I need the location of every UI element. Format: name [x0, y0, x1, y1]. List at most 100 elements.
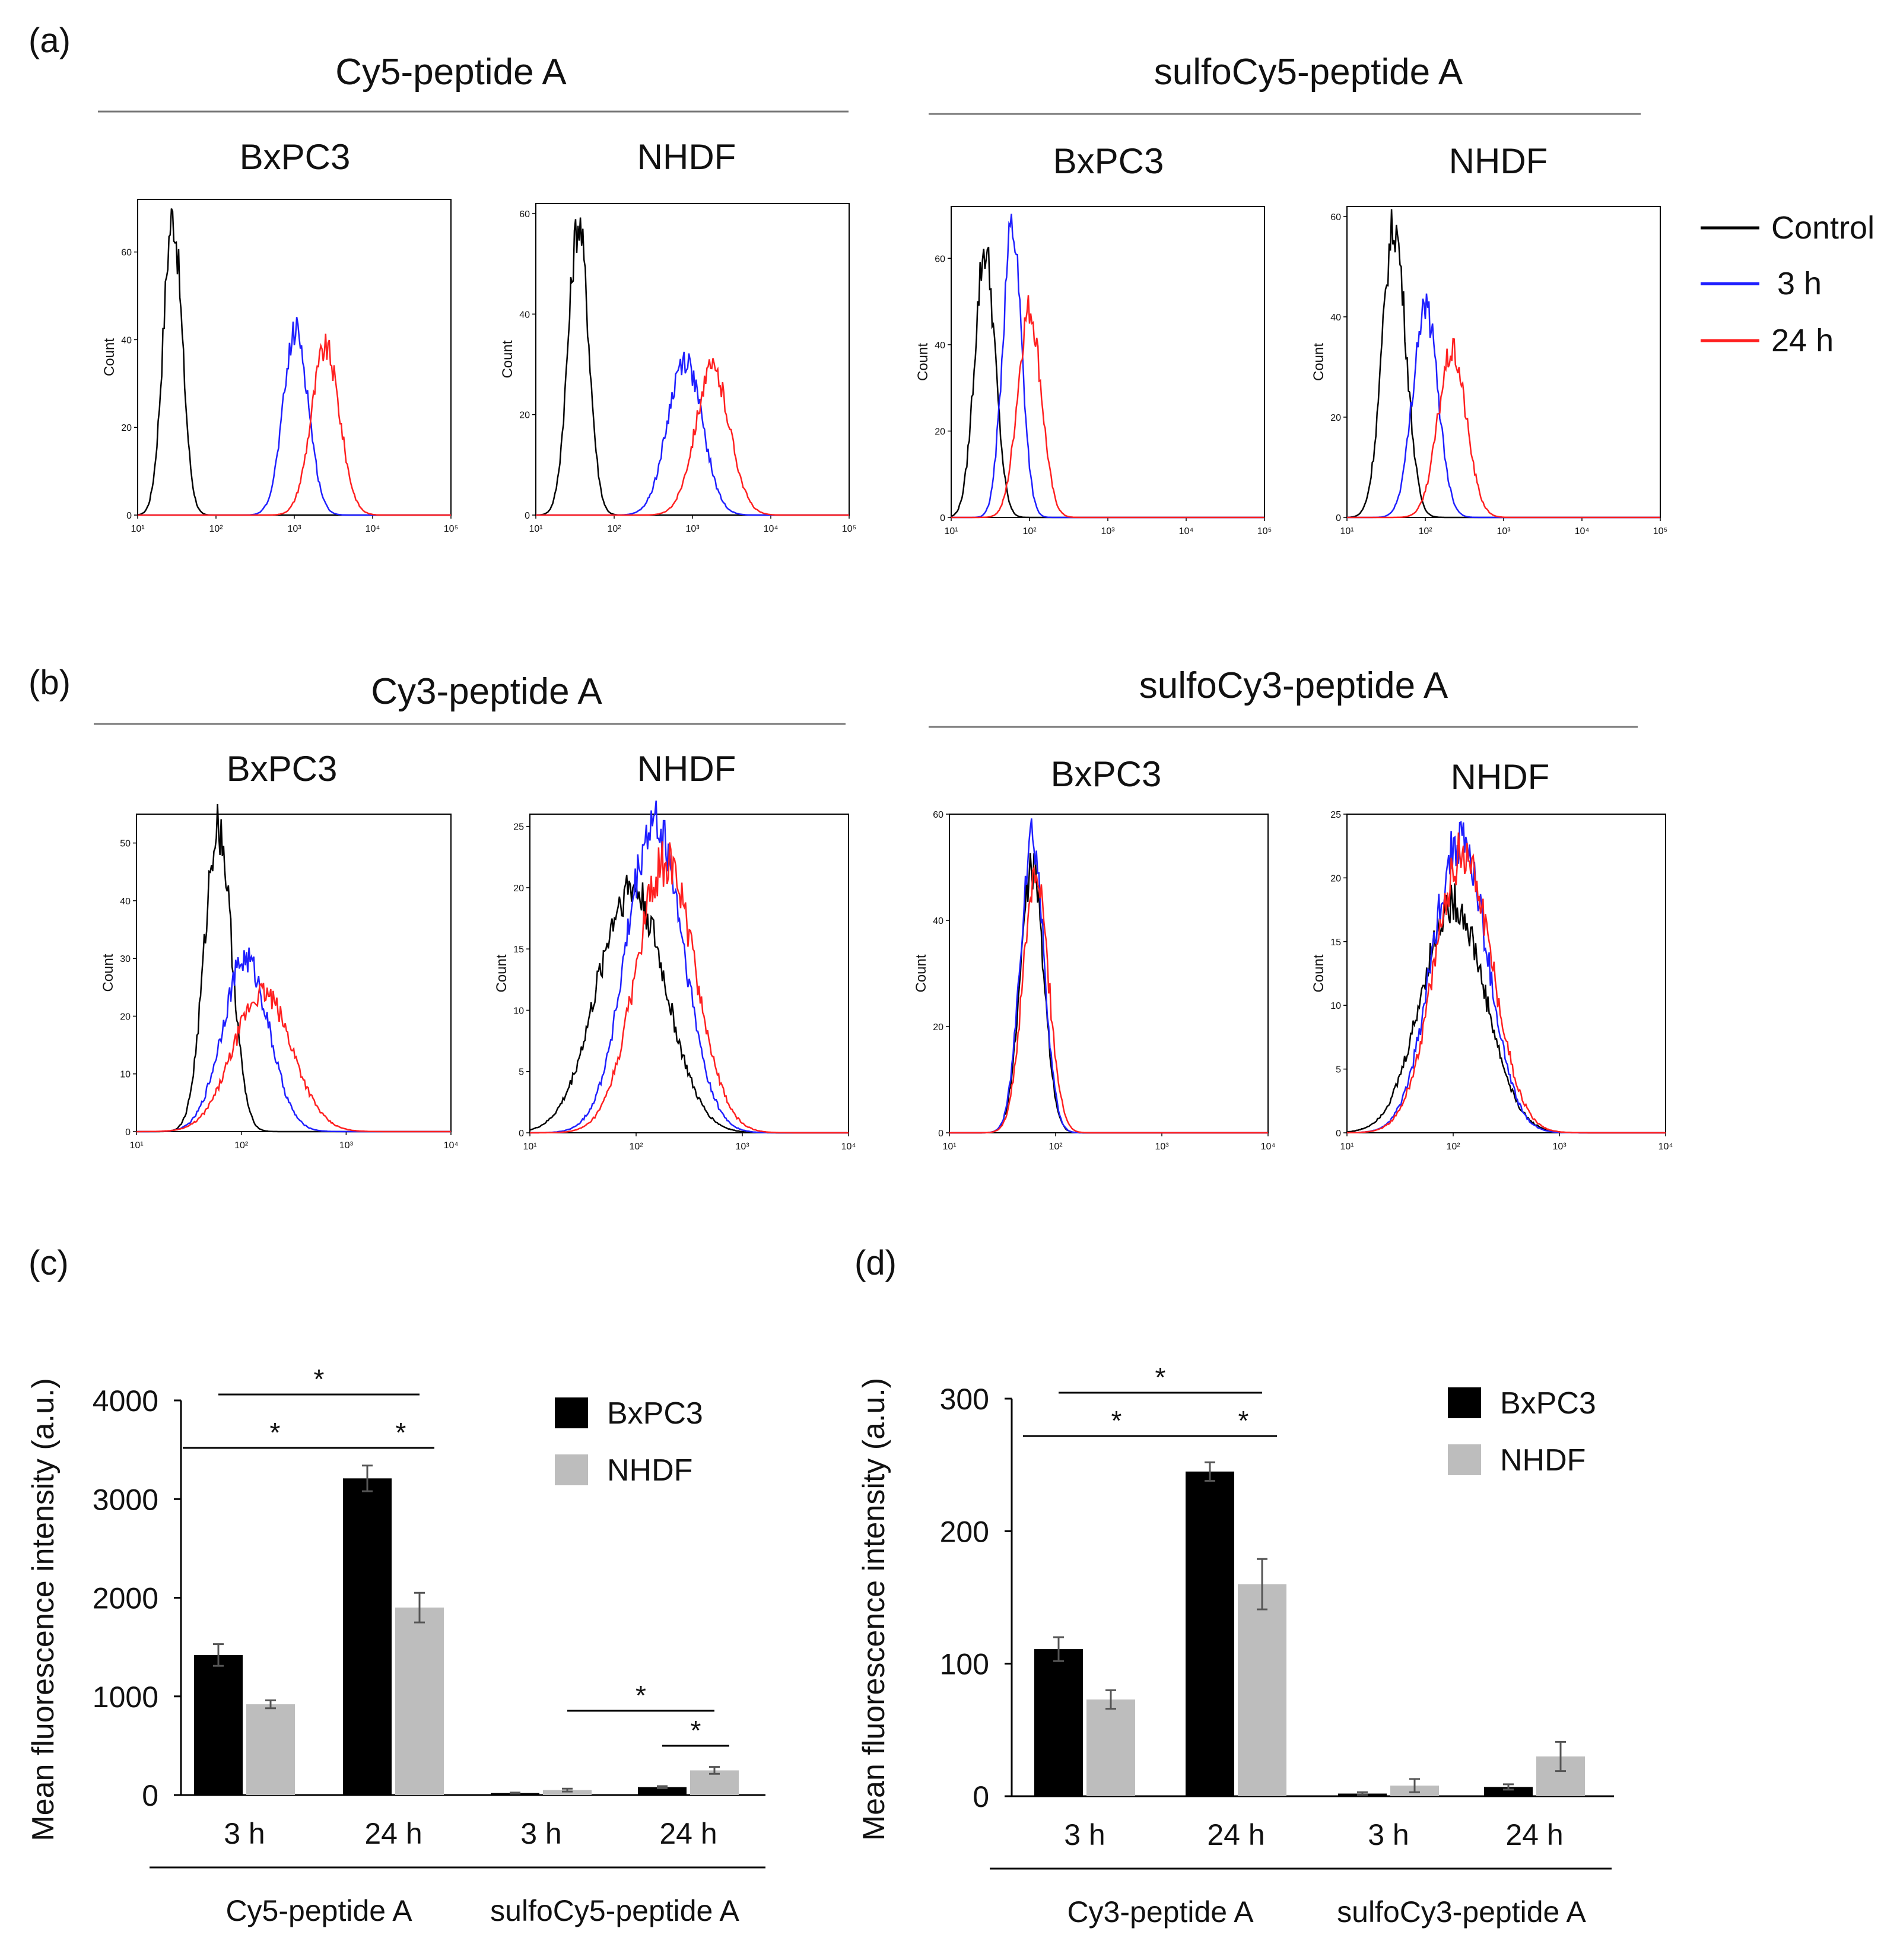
plot-frame	[951, 206, 1265, 518]
y-tick-label: 0	[973, 1780, 989, 1813]
significance-marker: *	[396, 1417, 406, 1448]
y-tick-label: 20	[120, 1012, 131, 1022]
y-axis-label: Count	[1311, 954, 1327, 992]
group-title-b-left: Cy3-peptide A	[371, 671, 602, 712]
plot-frame	[535, 203, 850, 516]
bar-nhdf	[1238, 1584, 1286, 1796]
series-control	[529, 875, 849, 1134]
x-tick-label: 10⁴	[841, 1142, 856, 1152]
category-label: 3 h	[1368, 1818, 1409, 1851]
series-3h	[530, 800, 849, 1134]
series-control	[1346, 883, 1666, 1134]
y-tick-label: 1000	[93, 1681, 158, 1714]
x-tick-label: 10³	[1552, 1142, 1567, 1152]
y-tick-label: 60	[121, 248, 132, 258]
x-tick-label: 10⁴	[1179, 526, 1194, 536]
series-3h	[536, 351, 849, 516]
bar-bxpc3	[638, 1787, 687, 1795]
y-tick-label: 25	[513, 822, 524, 833]
significance-marker: *	[314, 1364, 325, 1394]
plot-frame	[1346, 206, 1661, 518]
hist-title-a2: NHDF	[637, 137, 736, 177]
y-tick-label: 0	[525, 511, 530, 521]
y-axis-label: Mean fluorescence intensity (a.u.)	[857, 1378, 891, 1841]
histogram-b1: 0 10 20 30 40 50 10¹ 10² 10³ 10⁴ Count	[100, 803, 459, 1151]
bar-nhdf	[1086, 1699, 1135, 1796]
y-axis-label: Count	[101, 338, 117, 376]
significance-marker: *	[1238, 1405, 1249, 1436]
histogram-b4: 0 5 10 15 20 25 10¹ 10² 10³ 10⁴ Count	[1311, 810, 1673, 1152]
x-tick-label: 10⁴	[366, 524, 380, 534]
category-label: 24 h	[659, 1817, 717, 1850]
histogram-panels: 0 20 40 60 10¹ 10² 10³ 10⁴ 10⁵ Count 0 20 40 60 10¹ 10²…	[100, 199, 1673, 1152]
y-tick-label: 0	[126, 511, 132, 521]
y-tick-label: 20	[513, 884, 524, 894]
y-tick-label: 0	[1336, 513, 1341, 523]
x-tick-label: 10²	[1446, 1142, 1460, 1152]
histogram-legend: Control 3 h 24 h	[1701, 210, 1874, 358]
x-tick-label: 10⁴	[764, 524, 779, 534]
bar-chart-d: 0 100 200 300 Mean fluorescence intensity (a…	[857, 1362, 1614, 1929]
y-axis-label: Count	[913, 954, 929, 992]
x-tick-label: 10⁴	[1575, 526, 1590, 536]
y-tick-label: 40	[120, 897, 131, 907]
series-control	[137, 208, 451, 516]
x-tick-label: 10⁵	[444, 524, 458, 534]
y-tick-label: 40	[1330, 313, 1341, 323]
hist-title-a1: BxPC3	[240, 137, 351, 177]
x-tick-label: 10²	[209, 524, 223, 534]
legend-swatch-nhdf	[555, 1454, 588, 1485]
y-axis-label: Count	[500, 340, 516, 378]
x-tick-label: 10³	[1155, 1142, 1169, 1152]
series-24h	[138, 333, 451, 516]
y-tick-label: 10	[120, 1070, 131, 1080]
y-tick-label: 10	[1330, 1001, 1341, 1011]
significance-marker: *	[270, 1417, 281, 1448]
y-tick-label: 100	[940, 1648, 989, 1681]
y-tick-label: 5	[519, 1068, 524, 1078]
panel-label-b: (b)	[28, 663, 71, 702]
series-24h	[136, 982, 451, 1133]
histogram-a1: 0 20 40 60 10¹ 10² 10³ 10⁴ 10⁵ Count	[101, 199, 458, 534]
x-tick-label: 10²	[1418, 526, 1432, 536]
y-tick-label: 10	[513, 1006, 524, 1016]
series-control	[1347, 209, 1660, 519]
y-tick-label: 20	[1330, 413, 1341, 423]
x-tick-label: 10⁴	[1658, 1142, 1673, 1152]
histogram-a4: 0 20 40 60 10¹ 10² 10³ 10⁴ 10⁵ Count	[1311, 206, 1667, 536]
series-3h	[949, 818, 1268, 1134]
y-tick-label: 0	[938, 1129, 943, 1139]
bar-nhdf	[395, 1608, 444, 1795]
y-axis-label: Count	[915, 343, 931, 381]
plot-frame	[1346, 814, 1666, 1133]
x-tick-label: 10³	[1101, 526, 1115, 536]
y-tick-label: 0	[940, 513, 945, 523]
legend-label-bxpc3: BxPC3	[1500, 1386, 1596, 1421]
bar-bxpc3	[1034, 1649, 1083, 1796]
legend-swatch-nhdf	[1448, 1444, 1481, 1475]
bar-bxpc3	[343, 1478, 392, 1795]
y-tick-label: 300	[940, 1383, 989, 1416]
legend-swatch-bxpc3	[1448, 1387, 1481, 1418]
x-tick-label: 10¹	[1340, 1142, 1353, 1152]
hist-title-b4: NHDF	[1451, 757, 1550, 797]
y-tick-label: 60	[935, 254, 945, 264]
panel-label-c: (c)	[28, 1244, 69, 1282]
x-tick-label: 10⁴	[444, 1141, 459, 1151]
y-tick-label: 40	[935, 341, 945, 351]
x-tick-label: 10¹	[131, 524, 144, 534]
x-tick-label: 10³	[685, 524, 700, 534]
x-tick-label: 10³	[1497, 526, 1511, 536]
y-tick-label: 200	[940, 1515, 989, 1548]
plot-frame	[137, 199, 452, 516]
y-axis-label: Count	[1311, 343, 1327, 381]
group-title-a-right: sulfoCy5-peptide A	[1154, 52, 1463, 93]
plot-frame	[136, 814, 452, 1132]
legend-swatch-bxpc3	[555, 1397, 588, 1428]
x-tick-label: 10²	[629, 1142, 643, 1152]
y-tick-label: 20	[933, 1022, 943, 1033]
significance-marker: *	[636, 1680, 646, 1711]
x-tick-label: 10²	[607, 524, 621, 534]
bar-nhdf	[246, 1704, 295, 1795]
